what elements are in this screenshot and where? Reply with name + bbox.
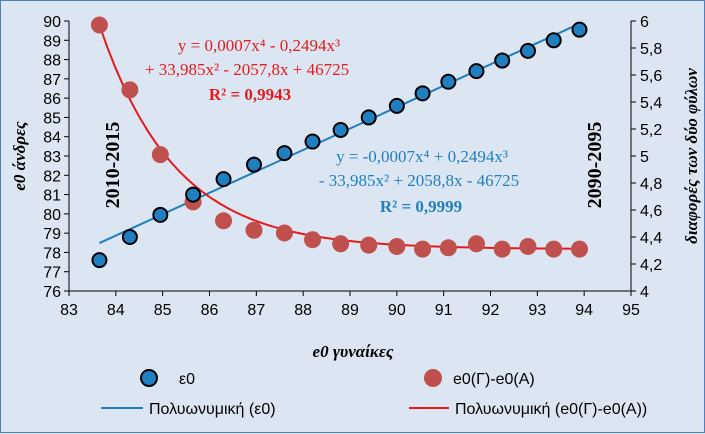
legend-label-trend-e0: Πολυωνυμική (ε0) bbox=[149, 401, 276, 418]
legend-marker-diff bbox=[424, 369, 442, 387]
y-left-tick-label: 84 bbox=[43, 130, 61, 147]
diff-point bbox=[519, 237, 537, 255]
e0-point bbox=[440, 73, 457, 90]
y-right-tick-label: 4,8 bbox=[640, 176, 662, 193]
y-right-tick-label: 5,8 bbox=[640, 41, 662, 58]
diff-point bbox=[90, 16, 108, 34]
legend-label-trend-diff: Πολυωνυμική (e0(Γ)-e0(Α)) bbox=[455, 401, 647, 418]
y-left-tick-label: 90 bbox=[43, 14, 61, 31]
e0-point bbox=[332, 121, 349, 138]
y-left-tick-label: 77 bbox=[43, 265, 61, 282]
diff-point bbox=[467, 235, 485, 253]
x-tick-label: 85 bbox=[154, 302, 172, 319]
y-left-tick-label: 78 bbox=[43, 245, 61, 262]
x-tick-label: 93 bbox=[528, 302, 546, 319]
red-r-squared: R² = 0,9943 bbox=[209, 85, 291, 104]
diff-point bbox=[215, 212, 233, 230]
e0-point bbox=[388, 97, 405, 114]
diff-point bbox=[493, 240, 511, 258]
e0-point bbox=[545, 32, 562, 49]
legend: ε0 e0(Γ)-e0(Α) Πολυωνυμική (ε0) Πολυωνυμ… bbox=[101, 369, 647, 418]
period-start-label: 2010-2015 bbox=[102, 122, 124, 209]
diff-point bbox=[360, 236, 378, 254]
diff-point bbox=[304, 231, 322, 249]
blue-equation-line2: - 33,985x² + 2058,8x - 46725 bbox=[319, 171, 519, 190]
x-tick-label: 87 bbox=[247, 302, 265, 319]
y-left-tick-label: 76 bbox=[43, 284, 61, 301]
y-left-tick-label: 88 bbox=[43, 53, 61, 70]
red-equation-line2: + 33,985x² - 2057,8x + 46725 bbox=[145, 60, 349, 79]
y-axis-left-title: e0 άνδρες bbox=[10, 121, 29, 191]
y-left-tick-label: 87 bbox=[43, 72, 61, 89]
e0-point bbox=[185, 186, 202, 203]
e0-point bbox=[245, 156, 262, 173]
y-left-tick-label: 82 bbox=[43, 168, 61, 185]
e0-point bbox=[494, 52, 511, 69]
y-right-tick-label: 5,6 bbox=[640, 68, 662, 85]
e0-point bbox=[304, 133, 321, 150]
y-right-tick-label: 6 bbox=[640, 14, 649, 31]
e0-point bbox=[360, 109, 377, 126]
e0-point bbox=[571, 21, 588, 38]
diff-point bbox=[121, 81, 139, 99]
x-tick-label: 90 bbox=[388, 302, 406, 319]
y-left-tick-label: 81 bbox=[43, 188, 61, 205]
diff-point bbox=[151, 146, 169, 164]
e0-point bbox=[414, 85, 431, 102]
y-left-tick-label: 79 bbox=[43, 226, 61, 243]
y-left-tick-label: 86 bbox=[43, 91, 61, 108]
y-right-tick-label: 4,4 bbox=[640, 230, 662, 247]
legend-label-diff: e0(Γ)-e0(Α) bbox=[453, 371, 535, 388]
y-left-tick-label: 89 bbox=[43, 33, 61, 50]
diff-point bbox=[570, 240, 588, 258]
x-tick-label: 88 bbox=[294, 302, 312, 319]
blue-equation-line1: y = -0,0007x⁴ + 0,2494x³ bbox=[336, 147, 508, 166]
x-tick-label: 84 bbox=[107, 302, 125, 319]
e0-point bbox=[91, 252, 108, 269]
x-tick-label: 95 bbox=[622, 302, 640, 319]
diff-point bbox=[332, 235, 350, 253]
diff-point bbox=[245, 221, 263, 239]
y-axis-right-title: διαφορές των δύο φύλων bbox=[682, 68, 701, 244]
e0-point bbox=[468, 63, 485, 80]
x-tick-label: 86 bbox=[201, 302, 219, 319]
period-end-label: 2090-2095 bbox=[584, 122, 606, 209]
blue-r-squared: R² = 0,9999 bbox=[380, 197, 462, 216]
diff-point bbox=[439, 239, 457, 257]
legend-marker-e0 bbox=[140, 369, 158, 387]
x-tick-label: 94 bbox=[575, 302, 593, 319]
diff-point bbox=[414, 240, 432, 258]
diff-point bbox=[388, 237, 406, 255]
y-left-tick-label: 83 bbox=[43, 149, 61, 166]
y-left-tick-label: 80 bbox=[43, 207, 61, 224]
x-tick-label: 91 bbox=[435, 302, 453, 319]
y-right-tick-label: 5,2 bbox=[640, 122, 662, 139]
legend-label-e0: ε0 bbox=[179, 371, 195, 388]
diff-point bbox=[545, 240, 563, 258]
diff-point bbox=[275, 224, 293, 242]
e0-point bbox=[121, 229, 138, 245]
y-right-tick-label: 4 bbox=[640, 284, 649, 301]
x-tick-label: 92 bbox=[482, 302, 500, 319]
e0-point bbox=[519, 42, 536, 59]
x-tick-label: 89 bbox=[341, 302, 359, 319]
e0-point bbox=[276, 145, 293, 162]
y-left-tick-label: 85 bbox=[43, 110, 61, 127]
y-right-tick-label: 4,2 bbox=[640, 257, 662, 274]
x-tick-label: 83 bbox=[60, 302, 78, 319]
x-axis-title: e0 γυναίκες bbox=[313, 342, 394, 361]
y-right-tick-label: 4,6 bbox=[640, 203, 662, 220]
y-right-tick-label: 5 bbox=[640, 149, 649, 166]
y-right-tick-label: 5,4 bbox=[640, 95, 662, 112]
red-equation-line1: y = 0,0007x⁴ - 0,2494x³ bbox=[178, 36, 340, 55]
e0-point bbox=[215, 171, 232, 188]
e0-point bbox=[152, 206, 169, 223]
